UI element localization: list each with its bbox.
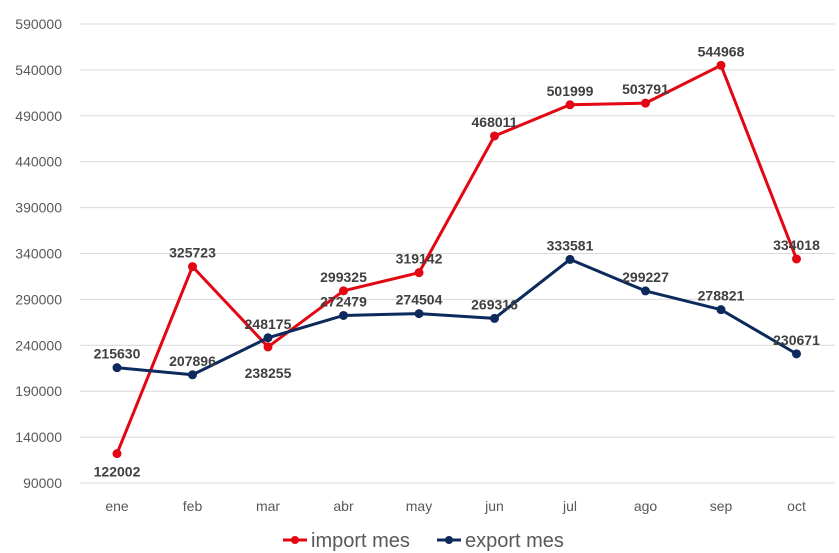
legend-swatch-marker: [291, 536, 299, 544]
y-tick-label: 190000: [15, 383, 62, 399]
series-line-export: [116, 257, 798, 377]
x-tick-label: oct: [787, 498, 806, 514]
x-tick-label: ago: [634, 498, 658, 514]
data-label: 272479: [320, 293, 367, 309]
data-point: [716, 60, 726, 70]
data-label: 325723: [169, 245, 216, 261]
x-axis-categories: ene feb mar abr may jun jul ago sep oct: [105, 498, 806, 514]
y-tick-label: 240000: [15, 337, 62, 353]
legend-label: export mes: [465, 530, 564, 552]
x-tick-label: feb: [183, 498, 203, 514]
data-point: [641, 286, 650, 296]
x-tick-label: sep: [710, 498, 733, 514]
legend-swatch-marker: [445, 536, 453, 544]
data-point: [490, 313, 499, 323]
y-tick-label: 390000: [15, 200, 62, 216]
data-label: 299227: [622, 269, 669, 285]
data-point: [565, 100, 575, 110]
x-tick-label: abr: [333, 498, 354, 514]
legend-label: import mes: [311, 530, 410, 552]
x-tick-label: may: [406, 498, 432, 514]
data-label: 207896: [169, 353, 216, 369]
x-tick-label: jun: [484, 498, 504, 514]
data-point: [339, 310, 348, 320]
data-point: [565, 254, 575, 264]
data-label: 468011: [472, 114, 518, 130]
data-label: 333581: [547, 237, 594, 253]
y-tick-label: 490000: [15, 108, 62, 124]
data-point: [188, 370, 197, 380]
data-point: [414, 268, 424, 278]
data-point: [188, 262, 197, 272]
data-label: 501999: [547, 83, 594, 99]
data-point: [792, 349, 801, 359]
data-label: 274504: [396, 292, 443, 308]
y-tick-label: 290000: [15, 291, 62, 307]
data-label: 299325: [320, 269, 367, 285]
data-label: 278821: [698, 288, 745, 304]
y-tick-label: 540000: [15, 62, 62, 78]
x-tick-label: ene: [105, 498, 129, 514]
y-axis-ticks: 90000 140000 190000 240000 290000 340000 39000…: [15, 16, 62, 491]
data-label: 122002: [94, 464, 141, 480]
data-label: 544968: [698, 43, 745, 59]
data-point: [490, 131, 499, 141]
data-label: 503791: [622, 81, 669, 97]
data-point: [112, 363, 122, 373]
data-point: [112, 449, 122, 459]
y-tick-label: 440000: [15, 154, 62, 170]
data-point: [263, 333, 273, 343]
data-point: [641, 98, 650, 108]
legend: import mes export mes: [283, 530, 564, 552]
y-tick-label: 340000: [15, 246, 62, 262]
data-label: 230671: [773, 332, 820, 348]
data-label: 215630: [94, 346, 141, 362]
data-label: 269316: [471, 296, 518, 312]
data-label: 248175: [245, 316, 292, 332]
y-tick-label: 90000: [23, 475, 62, 491]
data-label: 334018: [773, 237, 820, 253]
x-tick-label: jul: [562, 498, 577, 514]
data-label: 238255: [245, 365, 292, 381]
data-point: [339, 286, 348, 296]
data-point: [716, 305, 726, 315]
y-tick-label: 140000: [15, 429, 62, 445]
data-point: [792, 254, 801, 264]
y-tick-label: 590000: [15, 16, 62, 32]
data-point: [263, 342, 273, 352]
data-labels: 122002 325723 238255 299325 319142 468011 5019…: [94, 43, 820, 479]
series-lines: [112, 60, 801, 459]
data-point: [414, 309, 424, 319]
series-line-import: [115, 63, 798, 455]
x-tick-label: mar: [256, 498, 280, 514]
data-label: 319142: [396, 251, 443, 267]
